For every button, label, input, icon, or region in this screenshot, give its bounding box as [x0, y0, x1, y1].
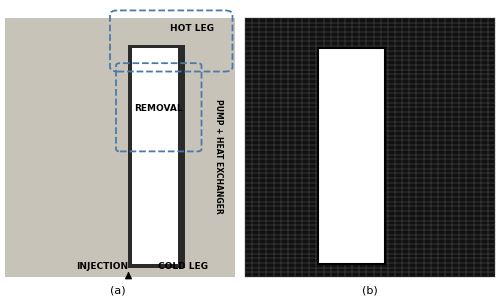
Text: REMOVAL: REMOVAL [134, 104, 182, 113]
Text: HOT LEG: HOT LEG [170, 24, 214, 33]
Bar [318, 48, 385, 264]
Bar [132, 48, 178, 264]
Bar [245, 18, 495, 277]
Text: COLD LEG: COLD LEG [158, 262, 208, 271]
Bar [128, 45, 185, 268]
Text: (b): (b) [362, 285, 378, 295]
Text: (a): (a) [110, 285, 126, 295]
Bar [318, 48, 385, 264]
Text: INJECTION: INJECTION [76, 262, 128, 271]
Bar [5, 18, 235, 277]
Text: PUMP + HEAT EXCHANGER: PUMP + HEAT EXCHANGER [214, 99, 224, 214]
